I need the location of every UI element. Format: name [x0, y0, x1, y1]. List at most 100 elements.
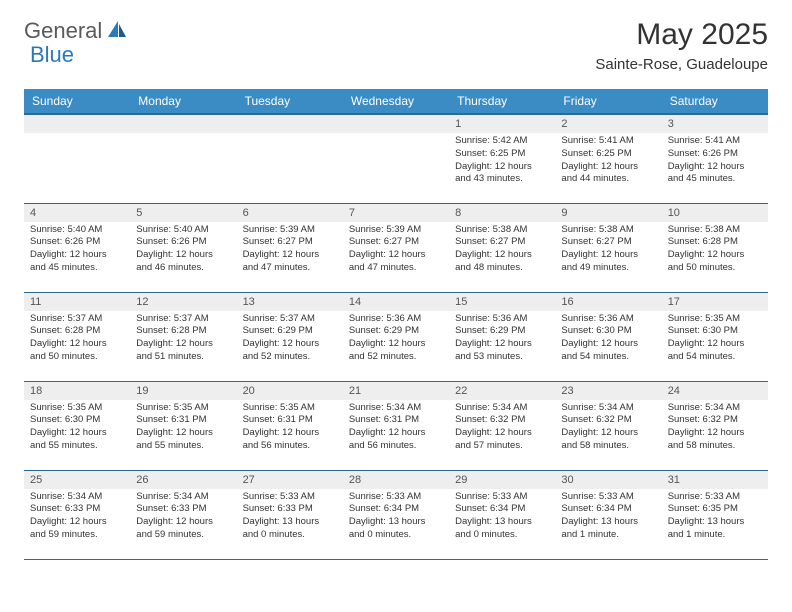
calendar-cell: 15Sunrise: 5:36 AMSunset: 6:29 PMDayligh…	[449, 292, 555, 381]
day-details: Sunrise: 5:33 AMSunset: 6:34 PMDaylight:…	[449, 489, 555, 546]
day-number: 22	[449, 382, 555, 400]
calendar-cell: 19Sunrise: 5:35 AMSunset: 6:31 PMDayligh…	[130, 381, 236, 470]
day-number: 9	[555, 204, 661, 222]
day-number: 11	[24, 293, 130, 311]
weekday-header: Wednesday	[343, 89, 449, 114]
day-details: Sunrise: 5:39 AMSunset: 6:27 PMDaylight:…	[343, 222, 449, 279]
calendar-row: 25Sunrise: 5:34 AMSunset: 6:33 PMDayligh…	[24, 470, 768, 559]
calendar-cell	[237, 114, 343, 203]
day-number: 4	[24, 204, 130, 222]
calendar-cell: 10Sunrise: 5:38 AMSunset: 6:28 PMDayligh…	[662, 203, 768, 292]
calendar-cell: 14Sunrise: 5:36 AMSunset: 6:29 PMDayligh…	[343, 292, 449, 381]
weekday-header: Sunday	[24, 89, 130, 114]
weekday-header: Saturday	[662, 89, 768, 114]
calendar-cell: 23Sunrise: 5:34 AMSunset: 6:32 PMDayligh…	[555, 381, 661, 470]
day-details: Sunrise: 5:35 AMSunset: 6:31 PMDaylight:…	[130, 400, 236, 457]
day-details: Sunrise: 5:33 AMSunset: 6:33 PMDaylight:…	[237, 489, 343, 546]
day-details: Sunrise: 5:36 AMSunset: 6:29 PMDaylight:…	[449, 311, 555, 368]
day-details: Sunrise: 5:41 AMSunset: 6:26 PMDaylight:…	[662, 133, 768, 190]
day-details: Sunrise: 5:34 AMSunset: 6:33 PMDaylight:…	[130, 489, 236, 546]
calendar-cell: 25Sunrise: 5:34 AMSunset: 6:33 PMDayligh…	[24, 470, 130, 559]
day-number: 24	[662, 382, 768, 400]
day-number: 16	[555, 293, 661, 311]
day-number: 1	[449, 115, 555, 133]
day-number: 14	[343, 293, 449, 311]
day-details: Sunrise: 5:36 AMSunset: 6:29 PMDaylight:…	[343, 311, 449, 368]
calendar-cell: 13Sunrise: 5:37 AMSunset: 6:29 PMDayligh…	[237, 292, 343, 381]
day-details: Sunrise: 5:39 AMSunset: 6:27 PMDaylight:…	[237, 222, 343, 279]
page-subtitle: Sainte-Rose, Guadeloupe	[595, 56, 768, 73]
calendar-cell: 2Sunrise: 5:41 AMSunset: 6:25 PMDaylight…	[555, 114, 661, 203]
calendar-cell: 29Sunrise: 5:33 AMSunset: 6:34 PMDayligh…	[449, 470, 555, 559]
calendar-cell: 6Sunrise: 5:39 AMSunset: 6:27 PMDaylight…	[237, 203, 343, 292]
day-number: 13	[237, 293, 343, 311]
weekday-header-row: Sunday Monday Tuesday Wednesday Thursday…	[24, 89, 768, 114]
day-details: Sunrise: 5:35 AMSunset: 6:31 PMDaylight:…	[237, 400, 343, 457]
calendar-cell: 28Sunrise: 5:33 AMSunset: 6:34 PMDayligh…	[343, 470, 449, 559]
calendar-cell: 22Sunrise: 5:34 AMSunset: 6:32 PMDayligh…	[449, 381, 555, 470]
logo-sail-icon	[106, 19, 128, 44]
calendar-cell	[24, 114, 130, 203]
calendar-cell: 17Sunrise: 5:35 AMSunset: 6:30 PMDayligh…	[662, 292, 768, 381]
day-details: Sunrise: 5:34 AMSunset: 6:32 PMDaylight:…	[662, 400, 768, 457]
day-number: 21	[343, 382, 449, 400]
logo-blue-wrap: Blue	[30, 42, 74, 68]
day-number: 19	[130, 382, 236, 400]
day-number: 7	[343, 204, 449, 222]
title-block: May 2025 Sainte-Rose, Guadeloupe	[595, 18, 768, 73]
day-details: Sunrise: 5:35 AMSunset: 6:30 PMDaylight:…	[24, 400, 130, 457]
calendar-cell: 8Sunrise: 5:38 AMSunset: 6:27 PMDaylight…	[449, 203, 555, 292]
day-number: 6	[237, 204, 343, 222]
page-title: May 2025	[595, 18, 768, 52]
weekday-header: Friday	[555, 89, 661, 114]
day-details: Sunrise: 5:38 AMSunset: 6:27 PMDaylight:…	[555, 222, 661, 279]
day-number: 25	[24, 471, 130, 489]
day-number: 3	[662, 115, 768, 133]
day-details: Sunrise: 5:37 AMSunset: 6:28 PMDaylight:…	[130, 311, 236, 368]
day-number: 5	[130, 204, 236, 222]
calendar-cell: 5Sunrise: 5:40 AMSunset: 6:26 PMDaylight…	[130, 203, 236, 292]
day-details: Sunrise: 5:34 AMSunset: 6:31 PMDaylight:…	[343, 400, 449, 457]
logo: General	[24, 18, 130, 44]
calendar-cell: 20Sunrise: 5:35 AMSunset: 6:31 PMDayligh…	[237, 381, 343, 470]
day-number: 15	[449, 293, 555, 311]
day-details: Sunrise: 5:37 AMSunset: 6:29 PMDaylight:…	[237, 311, 343, 368]
calendar-cell: 7Sunrise: 5:39 AMSunset: 6:27 PMDaylight…	[343, 203, 449, 292]
day-details: Sunrise: 5:33 AMSunset: 6:34 PMDaylight:…	[343, 489, 449, 546]
day-details: Sunrise: 5:38 AMSunset: 6:28 PMDaylight:…	[662, 222, 768, 279]
calendar-cell: 1Sunrise: 5:42 AMSunset: 6:25 PMDaylight…	[449, 114, 555, 203]
logo-text-blue: Blue	[30, 42, 74, 67]
calendar-cell	[130, 114, 236, 203]
calendar-cell: 30Sunrise: 5:33 AMSunset: 6:34 PMDayligh…	[555, 470, 661, 559]
day-details: Sunrise: 5:33 AMSunset: 6:35 PMDaylight:…	[662, 489, 768, 546]
calendar-cell: 3Sunrise: 5:41 AMSunset: 6:26 PMDaylight…	[662, 114, 768, 203]
day-details: Sunrise: 5:34 AMSunset: 6:32 PMDaylight:…	[555, 400, 661, 457]
day-details: Sunrise: 5:36 AMSunset: 6:30 PMDaylight:…	[555, 311, 661, 368]
day-details: Sunrise: 5:41 AMSunset: 6:25 PMDaylight:…	[555, 133, 661, 190]
weekday-header: Monday	[130, 89, 236, 114]
day-number: 20	[237, 382, 343, 400]
day-details: Sunrise: 5:35 AMSunset: 6:30 PMDaylight:…	[662, 311, 768, 368]
day-details: Sunrise: 5:42 AMSunset: 6:25 PMDaylight:…	[449, 133, 555, 190]
day-number: 17	[662, 293, 768, 311]
calendar-cell: 27Sunrise: 5:33 AMSunset: 6:33 PMDayligh…	[237, 470, 343, 559]
day-number: 10	[662, 204, 768, 222]
day-number: 18	[24, 382, 130, 400]
calendar-cell: 16Sunrise: 5:36 AMSunset: 6:30 PMDayligh…	[555, 292, 661, 381]
day-details: Sunrise: 5:37 AMSunset: 6:28 PMDaylight:…	[24, 311, 130, 368]
day-details: Sunrise: 5:40 AMSunset: 6:26 PMDaylight:…	[24, 222, 130, 279]
day-number: 8	[449, 204, 555, 222]
weekday-header: Thursday	[449, 89, 555, 114]
calendar-cell: 24Sunrise: 5:34 AMSunset: 6:32 PMDayligh…	[662, 381, 768, 470]
day-number: 2	[555, 115, 661, 133]
day-details: Sunrise: 5:34 AMSunset: 6:33 PMDaylight:…	[24, 489, 130, 546]
day-number: 30	[555, 471, 661, 489]
logo-text-general: General	[24, 18, 102, 44]
calendar-cell: 12Sunrise: 5:37 AMSunset: 6:28 PMDayligh…	[130, 292, 236, 381]
calendar-cell: 31Sunrise: 5:33 AMSunset: 6:35 PMDayligh…	[662, 470, 768, 559]
day-number: 28	[343, 471, 449, 489]
day-number: 31	[662, 471, 768, 489]
calendar-cell: 11Sunrise: 5:37 AMSunset: 6:28 PMDayligh…	[24, 292, 130, 381]
weekday-header: Tuesday	[237, 89, 343, 114]
day-details: Sunrise: 5:40 AMSunset: 6:26 PMDaylight:…	[130, 222, 236, 279]
